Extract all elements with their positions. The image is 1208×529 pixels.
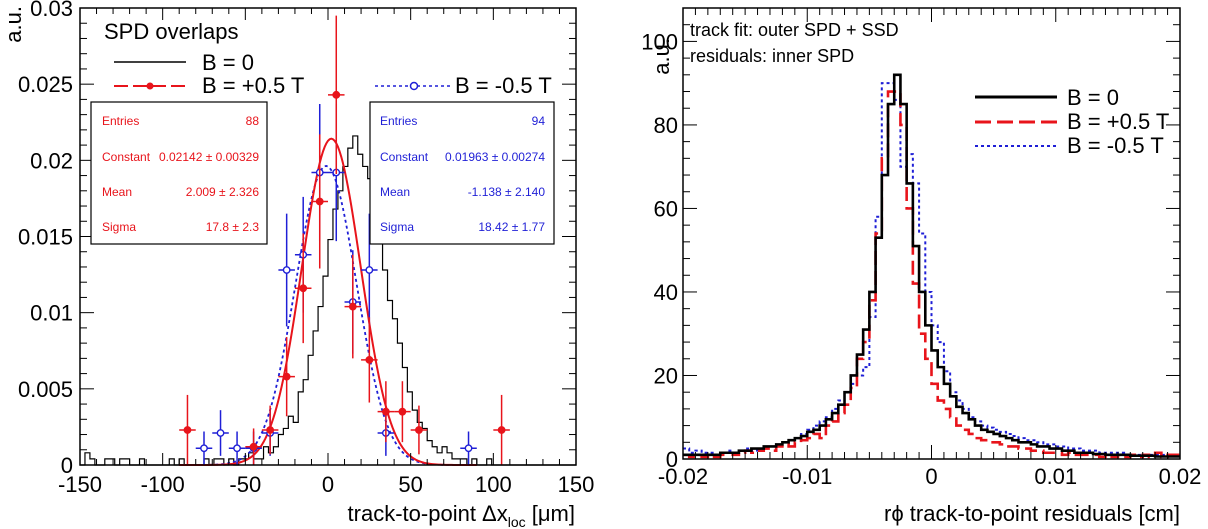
- stat-value: 0.02142 ± 0.00329: [159, 150, 259, 164]
- y-tick-label-left: 0.015: [18, 225, 73, 250]
- y-tick-label-right: 40: [654, 280, 678, 305]
- bplus-point: [299, 284, 308, 293]
- stats-box-bplus: Entries 88 Constant 0.02142 ± 0.00329 Me…: [90, 101, 268, 245]
- x-tick-label-right: -0.02: [658, 464, 708, 489]
- bplus-point: [315, 197, 324, 206]
- bminus-point: [365, 266, 374, 274]
- stat-label: Entries: [380, 114, 417, 128]
- y-tick-label-left: 0.005: [18, 377, 73, 402]
- x-axis-label-left: track-to-point Δxloc [μm]: [348, 501, 575, 529]
- legend-label-bminus-right: B = -0.5 T: [1067, 133, 1164, 158]
- x-tick-label-left: 50: [398, 472, 422, 497]
- y-tick-label-right: 100: [641, 29, 678, 54]
- y-tick-label-right: 20: [654, 363, 678, 388]
- legend-b0-left: B = 0: [114, 50, 254, 75]
- bminus-point: [216, 429, 225, 437]
- stats-box-bminus-frame: [369, 101, 555, 245]
- annotation-track-fit: track fit: outer SPD + SSD: [690, 20, 899, 40]
- stat-label: Mean: [102, 185, 132, 199]
- x-tick-label-right: 0: [925, 464, 937, 489]
- x-tick-label-left: 0: [322, 472, 334, 497]
- y-tick-label-left: 0.02: [30, 148, 73, 173]
- bplus-point: [332, 90, 341, 99]
- x-tick-label-right: 0.01: [1034, 464, 1077, 489]
- legend-marker-bminus-left: [409, 81, 419, 91]
- stats-box-bminus: Entries 94 Constant 0.01963 ± 0.00274 Me…: [369, 101, 555, 245]
- bplus-point: [249, 442, 258, 451]
- bplus-point: [497, 426, 506, 434]
- axis-ticks-left: [79, 7, 577, 466]
- hist-b0-left: [80, 135, 576, 466]
- stat-value: 0.01963 ± 0.00274: [445, 150, 545, 164]
- plot-frame-right: [682, 7, 1181, 460]
- x-tick-label-left: -50: [229, 472, 261, 497]
- hist-b0-right: [683, 73, 1180, 458]
- data-points-left: [179, 15, 510, 465]
- legend-label-b0-left: B = 0: [202, 50, 254, 75]
- x-tick-label-left: 150: [558, 472, 595, 497]
- stat-label: Sigma: [380, 220, 414, 234]
- stat-value: 17.8 ± 2.3: [206, 220, 260, 234]
- y-tick-label-left: 0.01: [30, 301, 73, 326]
- x-tick-label-right: -0.01: [782, 464, 832, 489]
- bplus-point: [398, 407, 407, 416]
- legend-bminus-left: B = -0.5 T: [375, 73, 552, 98]
- bminus-point: [200, 444, 208, 453]
- chart-right: -0.02 -0.01 0 0.01 0.02 0 20 40 60 80 100 a.u. rϕ …: [641, 7, 1201, 526]
- y-tick-label-left: 0.025: [18, 72, 73, 97]
- bplus-point: [266, 426, 275, 434]
- hists-right: [683, 73, 1180, 459]
- chart-title-left: SPD overlaps: [104, 19, 239, 44]
- y-tick-label-left: 0.03: [30, 0, 73, 21]
- x-tick-label-left: 100: [475, 472, 512, 497]
- bminus-point: [464, 444, 473, 453]
- chart-left: -150 -100 -50 0 50 100 150 0 0.005 0.01 0.015 0.02 0…: [1, 0, 594, 529]
- legend-bminus-right: B = -0.5 T: [975, 133, 1164, 158]
- stat-value: 18.42 ± 1.77: [478, 220, 545, 234]
- x-tick-label-right: 0.02: [1159, 464, 1202, 489]
- stat-label: Sigma: [102, 220, 136, 234]
- bminus-point: [233, 444, 241, 453]
- bplus-point: [381, 407, 390, 416]
- x-axis-label-right: rϕ track-to-point residuals [cm]: [884, 501, 1180, 526]
- hist-b0-left-line: [80, 135, 576, 466]
- legend-label-b0-right: B = 0: [1067, 85, 1119, 110]
- stat-value: 2.009 ± 2.326: [186, 185, 260, 199]
- bplus-point: [348, 302, 357, 311]
- bminus-point: [282, 266, 291, 274]
- stat-label: Entries: [102, 114, 139, 128]
- y-tick-label-right: 0: [666, 447, 678, 472]
- x-tick-label-left: -150: [58, 472, 102, 497]
- tick-labels-right: -0.02 -0.01 0 0.01 0.02 0 20 40 60 80 100: [641, 29, 1201, 489]
- tick-labels-left: -150 -100 -50 0 50 100 150 0 0.005 0.01 0.015 0.02 0…: [18, 0, 594, 497]
- x-tick-label-left: -100: [141, 472, 185, 497]
- stat-label: Constant: [380, 150, 429, 164]
- bplus-point: [282, 372, 291, 381]
- stat-label: Constant: [102, 150, 151, 164]
- legend-label-bplus-right: B = +0.5 T: [1067, 109, 1169, 134]
- bplus-point: [415, 426, 423, 434]
- stat-value: -1.138 ± 2.140: [468, 185, 546, 199]
- stats-box-bplus-frame: [90, 101, 268, 245]
- bplus-point: [365, 355, 374, 364]
- stat-value: 88: [246, 114, 260, 128]
- legend-b0-right: B = 0: [975, 85, 1119, 110]
- legend-marker-bplus-left: [146, 82, 154, 90]
- stat-label: Mean: [380, 185, 410, 199]
- y-axis-label-right: a.u.: [649, 38, 674, 75]
- legend-bplus-left: B = +0.5 T: [114, 73, 304, 98]
- y-tick-label-right: 60: [654, 196, 678, 221]
- y-axis-label-left: a.u.: [1, 6, 26, 43]
- stat-value: 94: [532, 114, 546, 128]
- y-tick-label-right: 80: [654, 113, 678, 138]
- legend-label-bminus-left: B = -0.5 T: [455, 73, 552, 98]
- annotation-residuals: residuals: inner SPD: [690, 46, 854, 66]
- axis-ticks-right: [682, 7, 1181, 460]
- legend-bplus-right: B = +0.5 T: [975, 109, 1169, 134]
- bplus-point: [183, 426, 192, 434]
- y-tick-label-left: 0: [61, 453, 73, 478]
- legend-label-bplus-left: B = +0.5 T: [202, 73, 304, 98]
